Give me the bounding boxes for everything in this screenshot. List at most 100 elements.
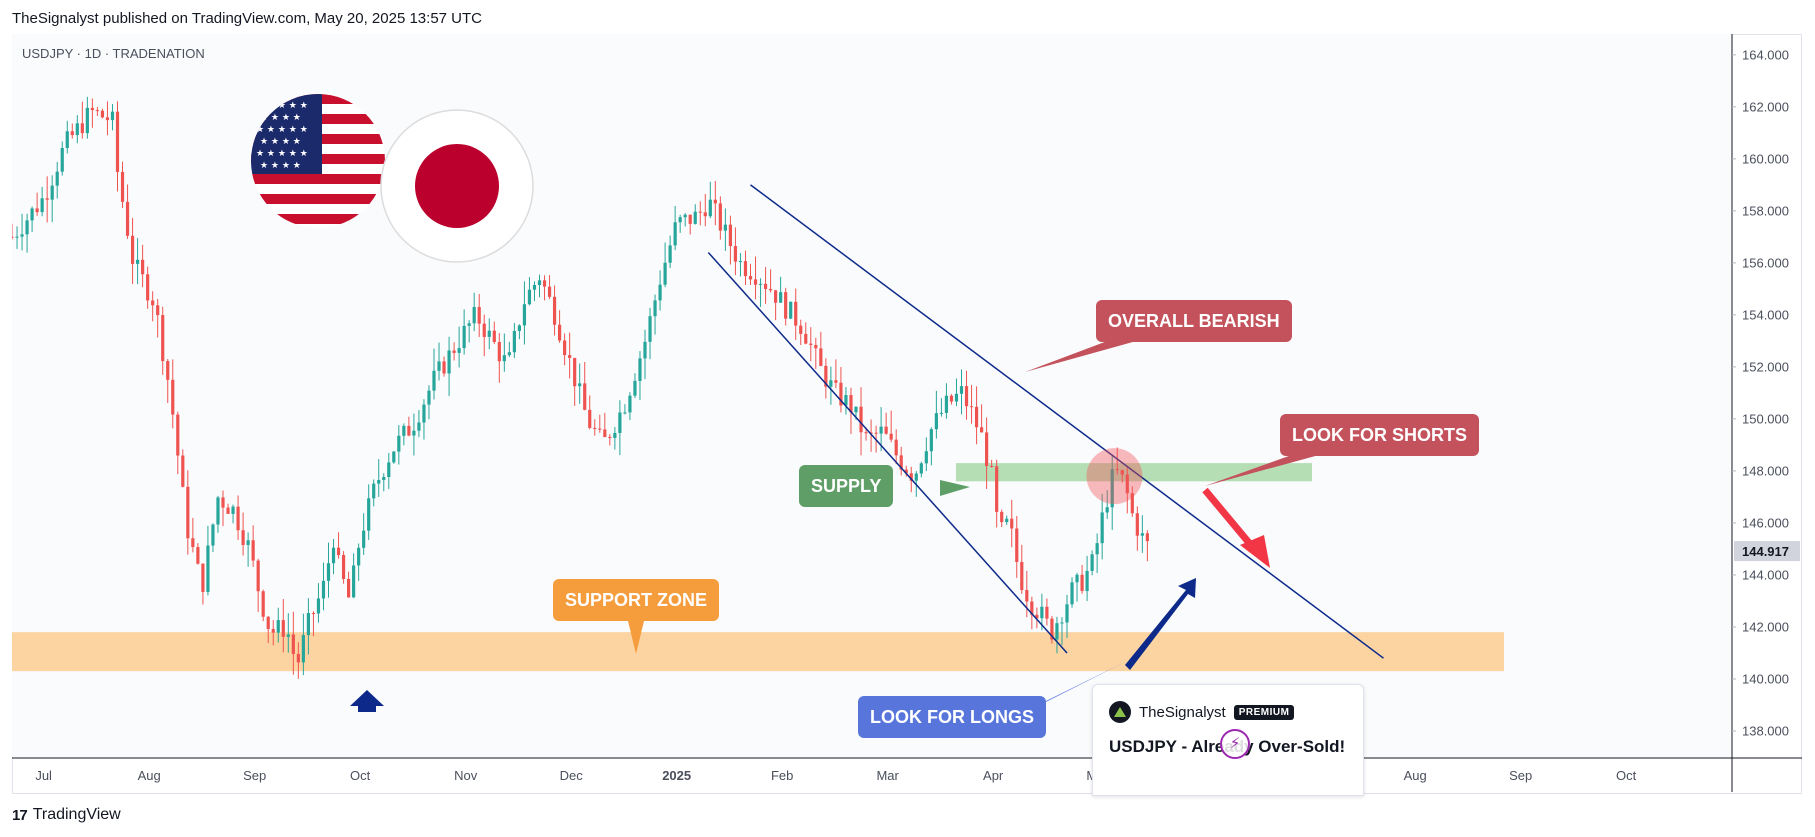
candle-body xyxy=(919,463,923,474)
candle-body xyxy=(357,547,361,566)
candle-body xyxy=(1070,582,1074,605)
candle-body xyxy=(879,426,883,434)
author-name[interactable]: TheSignalyst xyxy=(1139,703,1226,721)
candle-body xyxy=(296,653,300,663)
candle-body xyxy=(452,350,456,353)
candle-body xyxy=(588,409,592,428)
candle-body xyxy=(457,348,461,353)
candle-body xyxy=(934,413,938,430)
candle-body xyxy=(1030,601,1034,615)
y-tick-label: 148.000 xyxy=(1742,463,1789,478)
y-tick-label: 142.000 xyxy=(1742,619,1789,634)
candle-body xyxy=(673,222,677,246)
candle-body xyxy=(276,620,280,633)
y-tick-label: 146.000 xyxy=(1742,515,1789,530)
svg-text:★ ★ ★ ★: ★ ★ ★ ★ xyxy=(260,137,301,147)
candle-body xyxy=(331,547,336,564)
candle-body xyxy=(281,620,285,637)
candle-body xyxy=(316,598,321,614)
look-for-shorts-callout: LOOK FOR SHORTS xyxy=(1280,414,1479,456)
candle-body xyxy=(693,211,697,224)
candle-body xyxy=(613,432,617,438)
candle-body xyxy=(578,383,582,387)
support-zone-band xyxy=(12,632,1504,672)
candle-body xyxy=(542,280,547,287)
candle-body xyxy=(683,214,687,218)
idea-card[interactable]: TheSignalyst PREMIUM USDJPY - Already Ov… xyxy=(1092,684,1364,796)
candle-body xyxy=(573,357,577,387)
candle-body xyxy=(382,477,386,480)
candle-body xyxy=(834,380,838,383)
candle-body xyxy=(191,538,195,548)
retest-highlight-circle xyxy=(1086,448,1143,505)
idea-author-row[interactable]: TheSignalyst PREMIUM xyxy=(1109,701,1295,723)
candle-body xyxy=(125,201,130,236)
candle-body xyxy=(105,117,110,121)
tradingview-brand[interactable]: 17 TradingView xyxy=(12,806,121,824)
candle-body xyxy=(743,261,748,277)
candle-body xyxy=(563,340,567,356)
buy-arrow-up-icon xyxy=(350,690,384,712)
candle-body xyxy=(507,352,511,356)
candle-body xyxy=(25,220,29,235)
candle-body xyxy=(70,131,74,136)
candle-body xyxy=(784,292,788,319)
candle-body xyxy=(45,198,49,200)
candle-body xyxy=(487,330,491,337)
candle-body xyxy=(80,123,84,134)
svg-text:★ ★ ★ ★: ★ ★ ★ ★ xyxy=(260,113,301,123)
candle-body xyxy=(1100,512,1104,544)
candle-body xyxy=(20,234,24,237)
candle-body xyxy=(30,208,34,221)
candle-body xyxy=(909,473,913,481)
candle-body xyxy=(522,304,527,326)
candle-body xyxy=(1145,533,1149,542)
candle-body xyxy=(1065,604,1069,623)
candle-body xyxy=(241,530,245,545)
candle-body xyxy=(110,111,115,121)
candle-body xyxy=(995,466,999,512)
candle-body xyxy=(261,591,265,617)
candle-body xyxy=(266,616,270,629)
candle-body xyxy=(859,406,863,433)
candle-body xyxy=(608,436,612,438)
candle-body xyxy=(55,171,59,186)
candle-body xyxy=(819,348,823,366)
candle-body xyxy=(1095,543,1099,555)
candle-body xyxy=(437,361,441,371)
candle-body xyxy=(1060,622,1064,624)
candle-body xyxy=(638,358,642,381)
candle-body xyxy=(944,395,949,413)
candle-body xyxy=(663,262,667,285)
candle-body xyxy=(40,198,44,213)
candle-body xyxy=(557,324,562,341)
candle-body xyxy=(728,224,733,247)
candle-body xyxy=(1075,574,1079,583)
x-tick-label: Feb xyxy=(771,768,793,783)
candle-body xyxy=(648,316,652,342)
candle-body xyxy=(141,259,145,275)
candle-body xyxy=(130,235,135,264)
candle-body xyxy=(432,370,436,391)
candle-body xyxy=(708,199,712,217)
x-tick-label: Jul xyxy=(35,768,52,783)
candle-body xyxy=(929,429,933,452)
current-price-tag xyxy=(1734,541,1800,562)
candle-body xyxy=(372,483,376,499)
candle-body xyxy=(336,547,341,556)
bearish-move-arrow-shaft xyxy=(1202,487,1258,553)
candle-body xyxy=(774,290,778,303)
candle-body xyxy=(477,307,481,324)
y-tick-label: 162.000 xyxy=(1742,99,1789,114)
symbol-label[interactable]: USDJPY · 1D · TRADENATION xyxy=(22,46,205,61)
y-tick-label: 144.000 xyxy=(1742,567,1789,582)
candle-body xyxy=(387,462,391,478)
supply-callout: SUPPLY xyxy=(799,465,894,507)
svg-text:★ ★ ★ ★: ★ ★ ★ ★ xyxy=(260,161,301,171)
candle-body xyxy=(1130,493,1134,514)
candle-body xyxy=(804,333,808,344)
candle-body xyxy=(849,395,853,413)
candle-body xyxy=(367,498,371,531)
boost-bolt-icon[interactable]: ⚡ xyxy=(1220,729,1250,759)
